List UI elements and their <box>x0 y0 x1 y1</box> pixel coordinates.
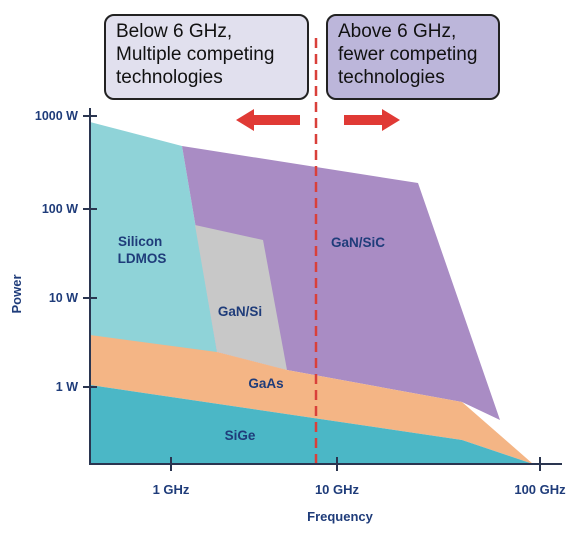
sige-label: SiGe <box>225 428 256 443</box>
callout-line: fewer competing <box>338 44 478 65</box>
gan-si-region <box>195 225 287 370</box>
right-arrow-icon <box>344 109 400 131</box>
gaas-label: GaAs <box>248 376 283 391</box>
y-tick-label-10w: 10 W <box>49 291 78 305</box>
left-arrow-icon <box>236 109 300 131</box>
x-tick-label-10ghz: 10 GHz <box>315 482 360 497</box>
callout-line: Above 6 GHz, <box>338 21 457 42</box>
x-axis-title: Frequency <box>307 509 374 524</box>
gan-si-label: GaN/Si <box>218 304 262 319</box>
sige-region <box>90 385 533 464</box>
below-6ghz-callout: Below 6 GHz, Multiple competing technolo… <box>104 14 309 100</box>
callout-line: technologies <box>338 67 445 88</box>
callout-line: Below 6 GHz, <box>116 21 233 42</box>
x-tick-label-100ghz: 100 GHz <box>514 482 566 497</box>
y-axis-title: Power <box>9 274 24 313</box>
y-tick-label-100w: 100 W <box>42 202 78 216</box>
callout-line: Multiple competing <box>116 44 275 65</box>
silicon-ldmos-label-line: Silicon <box>118 234 162 249</box>
silicon-ldmos-region <box>90 122 217 352</box>
gaas-region <box>90 335 533 464</box>
y-tick-label-1000w: 1000 W <box>35 109 78 123</box>
callout-line: technologies <box>116 67 223 88</box>
gan-sic-label: GaN/SiC <box>331 235 385 250</box>
silicon-ldmos-label: Silicon LDMOS <box>118 234 167 266</box>
y-tick-label-1w: 1 W <box>56 380 78 394</box>
silicon-ldmos-label-line: LDMOS <box>118 251 167 266</box>
above-6ghz-callout: Above 6 GHz, fewer competing technologie… <box>326 14 500 100</box>
x-tick-label-1ghz: 1 GHz <box>153 482 190 497</box>
